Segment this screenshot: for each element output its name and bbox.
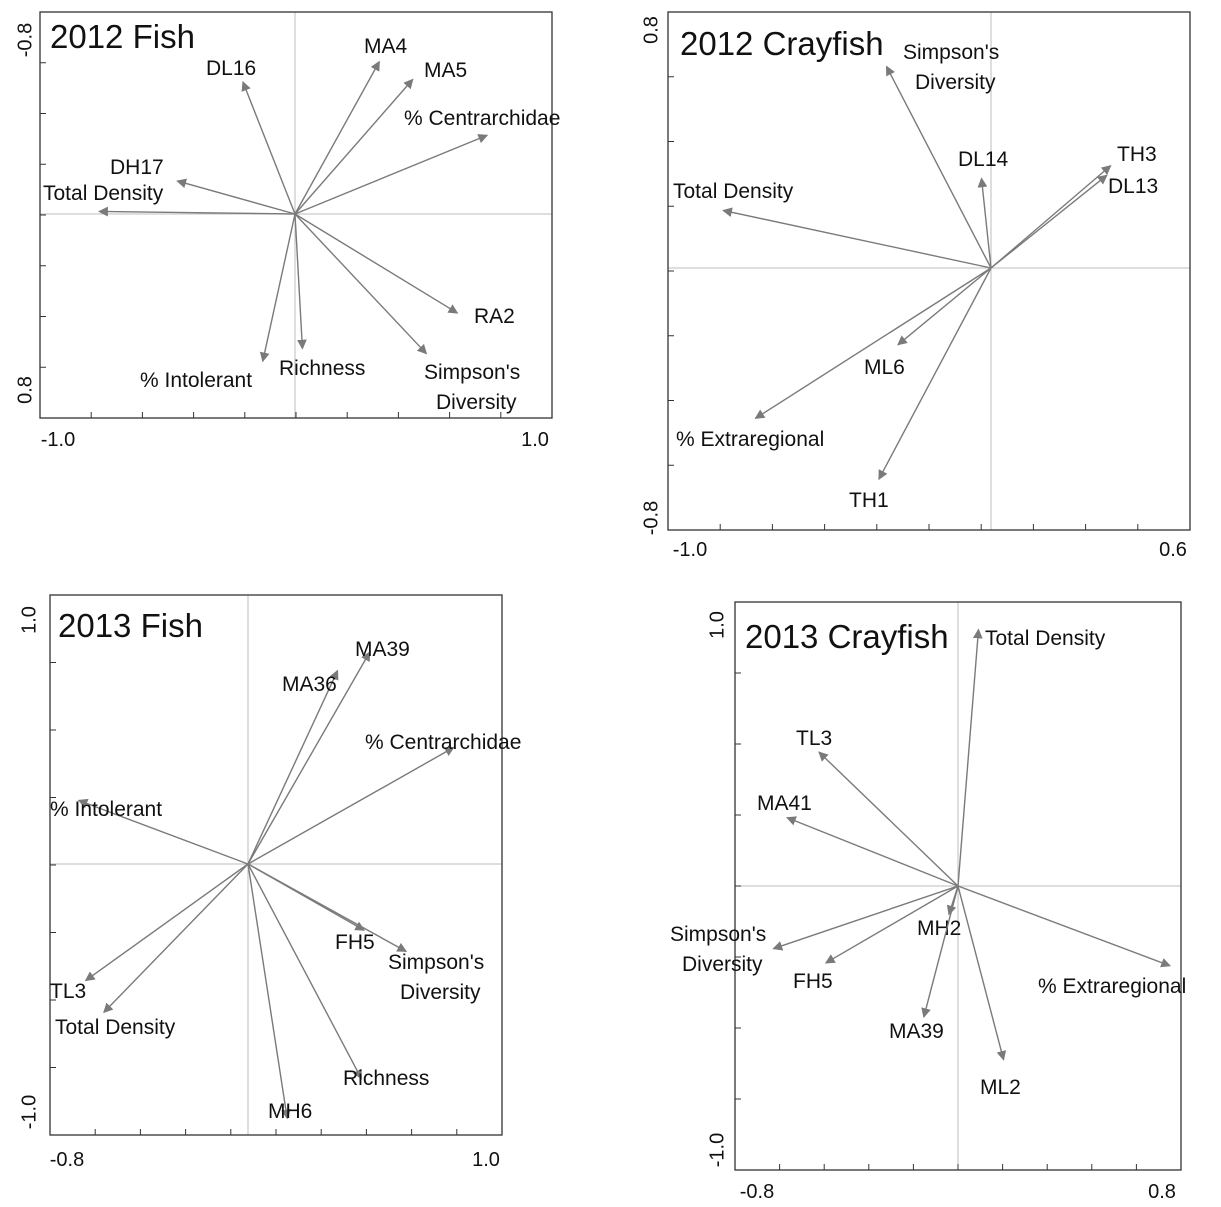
vector-arrow bbox=[824, 885, 959, 964]
vector-label: MA36 bbox=[282, 673, 337, 696]
vector-arrow bbox=[241, 81, 296, 215]
vector-arrow bbox=[176, 178, 296, 215]
y-tick-label: 0.8 bbox=[640, 16, 662, 44]
vector-arrow bbox=[294, 213, 459, 314]
vector-arrow bbox=[957, 885, 1007, 1061]
y-tick-label: -1.0 bbox=[706, 1133, 728, 1167]
panel-title: 2012 Crayfish bbox=[680, 25, 884, 62]
vector-arrow bbox=[294, 78, 414, 215]
vector-label: Richness bbox=[279, 357, 365, 380]
vector-label: Total Density bbox=[55, 1016, 176, 1039]
vector-arrow bbox=[247, 863, 408, 953]
vector-label: ML6 bbox=[864, 356, 905, 379]
vector-arrow bbox=[786, 816, 959, 887]
panel-title: 2013 Crayfish bbox=[745, 618, 949, 655]
vector-label: MA41 bbox=[757, 792, 812, 815]
vector-label: ML2 bbox=[980, 1076, 1021, 1099]
vector-arrow bbox=[897, 267, 992, 346]
panel-title: 2012 Fish bbox=[50, 18, 195, 55]
vector-label: Richness bbox=[343, 1067, 429, 1090]
panel-title: 2013 Fish bbox=[58, 607, 203, 644]
x-tick-label: -1.0 bbox=[673, 539, 707, 561]
vector-label: Simpson's Diversity bbox=[424, 361, 520, 414]
vector-label: % Centrarchidae bbox=[365, 731, 521, 754]
panel-0: -1.0 1.0 -0.8 0.8 DL16 MA4 MA5 % Centrarchidae D… bbox=[14, 11, 560, 451]
vector-label: MA39 bbox=[355, 638, 410, 661]
vector-label: % Extraregional bbox=[676, 428, 824, 451]
vector-label: MH6 bbox=[268, 1100, 312, 1123]
vector-arrow bbox=[294, 213, 307, 350]
vector-arrow bbox=[990, 164, 1112, 269]
vector-label: RA2 bbox=[474, 305, 515, 328]
x-tick-label: 0.6 bbox=[1159, 539, 1187, 561]
vector-arrow bbox=[294, 134, 489, 215]
vector-arrow bbox=[247, 746, 455, 865]
vector-arrow bbox=[977, 177, 992, 269]
vector-arrow bbox=[957, 628, 983, 887]
vector-arrow bbox=[247, 651, 371, 865]
panel-2: -0.8 1.0 -1.0 1.0 MA39 MA36 % Centrarchidae % I… bbox=[18, 594, 521, 1171]
vector-label: DL14 bbox=[958, 148, 1009, 171]
vector-arrow bbox=[259, 213, 296, 363]
vector-arrow bbox=[818, 751, 959, 887]
y-tick-label: -1.0 bbox=[18, 1095, 40, 1129]
panel-3: -0.8 0.8 -1.0 1.0 Total Density TL3 MA41 Simpso… bbox=[670, 601, 1186, 1203]
vector-label: % Extraregional bbox=[1038, 975, 1186, 998]
y-tick-label: 1.0 bbox=[18, 606, 40, 634]
vector-label: TH1 bbox=[849, 489, 889, 512]
vector-label: Total Density bbox=[673, 180, 794, 203]
vector-arrow bbox=[103, 863, 249, 1014]
vector-arrow bbox=[885, 65, 992, 269]
vector-arrow bbox=[247, 863, 291, 1120]
vector-label: MA5 bbox=[424, 59, 467, 82]
y-tick-label: -0.8 bbox=[640, 501, 662, 535]
x-tick-label: 1.0 bbox=[521, 429, 549, 451]
vector-label: FH5 bbox=[335, 931, 375, 954]
y-tick-label: 0.8 bbox=[14, 376, 36, 404]
vector-arrow bbox=[247, 669, 339, 865]
x-tick-label: -1.0 bbox=[41, 429, 75, 451]
vector-arrow bbox=[878, 267, 992, 481]
vector-arrow bbox=[957, 885, 1171, 968]
vector-label: FH5 bbox=[793, 970, 833, 993]
vector-label: TL3 bbox=[796, 727, 832, 750]
vector-label: % Centrarchidae bbox=[404, 107, 560, 130]
vector-label: MA4 bbox=[364, 35, 408, 58]
vector-label: Simpson's Diversity bbox=[388, 951, 484, 1004]
x-tick-label: -0.8 bbox=[50, 1149, 84, 1171]
vector-arrow bbox=[98, 206, 296, 217]
x-tick-label: 1.0 bbox=[472, 1149, 500, 1171]
vector-arrow bbox=[921, 885, 959, 1019]
y-tick-label: 1.0 bbox=[706, 611, 728, 639]
vector-arrow bbox=[722, 207, 992, 269]
vector-label: DH17 bbox=[110, 156, 164, 179]
vector-arrow bbox=[84, 863, 249, 982]
vector-arrow bbox=[294, 60, 380, 215]
vector-label: TL3 bbox=[50, 980, 86, 1003]
vector-label: MH2 bbox=[917, 917, 961, 940]
vector-arrow bbox=[77, 798, 249, 865]
vector-label: Simpson's Diversity bbox=[903, 41, 999, 94]
vector-arrow bbox=[772, 885, 959, 951]
x-tick-label: -0.8 bbox=[740, 1181, 774, 1203]
vector-arrow bbox=[990, 174, 1108, 269]
vector-label: MA39 bbox=[889, 1020, 944, 1043]
vector-label: Total Density bbox=[43, 182, 164, 205]
vector-label: Simpson's Diversity bbox=[670, 923, 766, 976]
vector-label: DL13 bbox=[1108, 175, 1158, 198]
vector-label: Total Density bbox=[985, 627, 1106, 650]
plot-frame bbox=[49, 594, 503, 1136]
vector-arrow bbox=[294, 213, 428, 355]
vector-arrow bbox=[754, 267, 992, 419]
x-tick-label: 0.8 bbox=[1148, 1181, 1176, 1203]
panel-1: -1.0 0.6 -0.8 0.8 Simpson's Diversity DL14 TH3 D… bbox=[640, 11, 1191, 561]
vector-arrow bbox=[247, 863, 363, 1080]
y-tick-label: -0.8 bbox=[14, 23, 36, 57]
vector-label: % Intolerant bbox=[140, 369, 252, 392]
vector-label: DL16 bbox=[206, 57, 256, 80]
vector-label: TH3 bbox=[1117, 143, 1157, 166]
vector-label: % Intolerant bbox=[50, 798, 162, 821]
